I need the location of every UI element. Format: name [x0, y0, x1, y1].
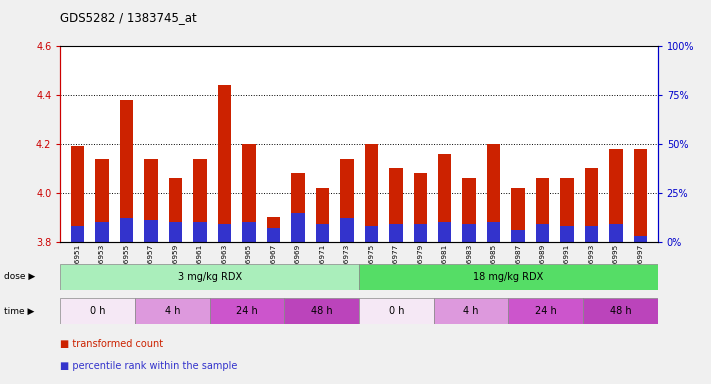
Text: 48 h: 48 h: [311, 306, 333, 316]
Text: GDS5282 / 1383745_at: GDS5282 / 1383745_at: [60, 12, 197, 25]
Bar: [487, 144, 501, 242]
Bar: [284, 298, 359, 324]
Bar: [583, 298, 658, 324]
Bar: [169, 178, 182, 242]
Bar: [119, 100, 133, 242]
Bar: [487, 222, 501, 242]
Text: time ▶: time ▶: [4, 307, 34, 316]
Bar: [144, 159, 158, 242]
Bar: [359, 264, 658, 290]
Bar: [609, 224, 623, 242]
Bar: [511, 230, 525, 242]
Bar: [242, 144, 256, 242]
Text: 18 mg/kg RDX: 18 mg/kg RDX: [474, 272, 543, 282]
Text: dose ▶: dose ▶: [4, 272, 35, 281]
Bar: [119, 218, 133, 242]
Bar: [60, 264, 359, 290]
Bar: [193, 159, 207, 242]
Bar: [609, 149, 623, 242]
Bar: [585, 226, 599, 242]
Text: 24 h: 24 h: [535, 306, 557, 316]
Bar: [135, 298, 210, 324]
Bar: [585, 169, 599, 242]
Bar: [210, 298, 284, 324]
Bar: [414, 224, 427, 242]
Text: ■ transformed count: ■ transformed count: [60, 339, 164, 349]
Text: 3 mg/kg RDX: 3 mg/kg RDX: [178, 272, 242, 282]
Bar: [536, 224, 550, 242]
Text: ■ percentile rank within the sample: ■ percentile rank within the sample: [60, 361, 237, 371]
Bar: [95, 222, 109, 242]
Bar: [60, 298, 135, 324]
Text: 0 h: 0 h: [389, 306, 404, 316]
Bar: [316, 188, 329, 242]
Bar: [389, 169, 402, 242]
Text: 48 h: 48 h: [609, 306, 631, 316]
Bar: [389, 224, 402, 242]
Bar: [267, 228, 280, 242]
Bar: [434, 298, 508, 324]
Bar: [340, 218, 353, 242]
Bar: [438, 154, 451, 242]
Bar: [291, 174, 304, 242]
Bar: [634, 149, 647, 242]
Bar: [95, 159, 109, 242]
Bar: [365, 144, 378, 242]
Bar: [291, 213, 304, 242]
Text: 0 h: 0 h: [90, 306, 105, 316]
Text: 24 h: 24 h: [236, 306, 258, 316]
Bar: [438, 222, 451, 242]
Bar: [560, 226, 574, 242]
Bar: [462, 178, 476, 242]
Bar: [414, 174, 427, 242]
Bar: [359, 298, 434, 324]
Bar: [218, 224, 231, 242]
Bar: [316, 224, 329, 242]
Bar: [365, 226, 378, 242]
Bar: [462, 224, 476, 242]
Bar: [242, 222, 256, 242]
Bar: [193, 222, 207, 242]
Bar: [536, 178, 550, 242]
Text: 4 h: 4 h: [165, 306, 180, 316]
Bar: [144, 220, 158, 242]
Bar: [71, 226, 85, 242]
Bar: [267, 217, 280, 242]
Bar: [634, 236, 647, 242]
Bar: [71, 146, 85, 242]
Bar: [340, 159, 353, 242]
Bar: [169, 222, 182, 242]
Bar: [508, 298, 583, 324]
Bar: [560, 178, 574, 242]
Bar: [218, 85, 231, 242]
Text: 4 h: 4 h: [464, 306, 479, 316]
Bar: [511, 188, 525, 242]
